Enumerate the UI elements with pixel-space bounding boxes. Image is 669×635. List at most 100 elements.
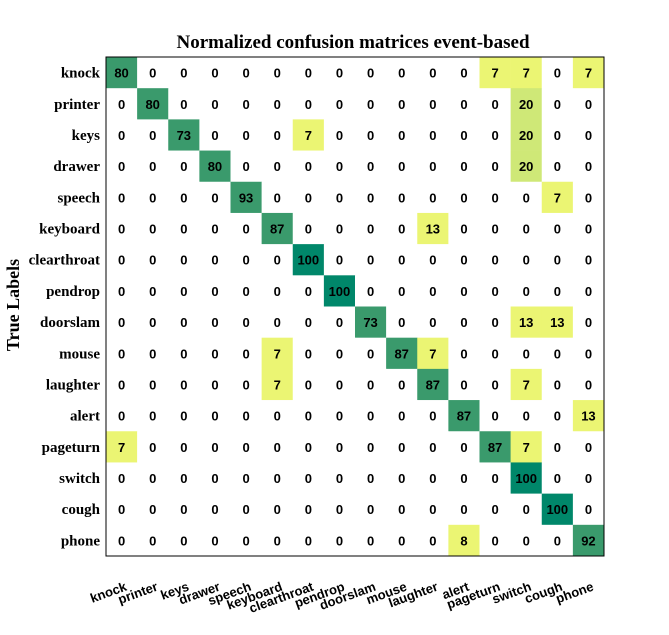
matrix-cell — [168, 462, 200, 494]
cell-value-label: 0 — [367, 440, 374, 455]
matrix-cell — [106, 431, 138, 463]
cell-value-label: 80 — [208, 159, 222, 174]
cell-value-label: 0 — [429, 315, 436, 330]
matrix-cell — [541, 493, 574, 526]
matrix-cell — [261, 57, 294, 89]
cell-value-label: 8 — [460, 533, 467, 548]
matrix-cell — [230, 119, 262, 151]
matrix-cell — [479, 431, 511, 463]
cell-value-label: 0 — [336, 159, 343, 174]
cell-value-label: 0 — [460, 377, 467, 392]
row-label: switch — [59, 471, 100, 487]
cell-value-label: 0 — [118, 409, 125, 424]
matrix-cell — [199, 524, 231, 557]
matrix-cell — [168, 212, 200, 245]
cell-value-label: 0 — [336, 66, 343, 81]
matrix-cell — [417, 181, 449, 214]
cell-value-label: 0 — [274, 66, 281, 81]
matrix-cell — [199, 462, 231, 494]
cell-value-label: 0 — [523, 284, 530, 299]
cell-value-label: 13 — [581, 409, 595, 424]
matrix-cell — [137, 368, 169, 401]
matrix-cell — [230, 244, 262, 276]
matrix-cell — [541, 524, 574, 557]
matrix-cell — [230, 493, 262, 526]
cell-value-label: 0 — [460, 502, 467, 517]
matrix-cell — [355, 524, 387, 557]
matrix-cell — [510, 368, 543, 401]
cell-value-label: 0 — [242, 253, 249, 268]
matrix-cell — [572, 524, 605, 557]
matrix-cell — [479, 88, 511, 120]
cell-value-label: 0 — [118, 222, 125, 237]
matrix-cell — [323, 57, 356, 89]
matrix-cell — [137, 337, 169, 370]
cell-value-label: 0 — [491, 159, 498, 174]
matrix-cell — [572, 306, 605, 338]
matrix-cell — [541, 337, 574, 370]
matrix-cell — [479, 212, 511, 245]
matrix-cell — [230, 368, 262, 401]
cell-value-label: 0 — [211, 284, 218, 299]
cell-value-label: 0 — [336, 471, 343, 486]
cell-value-label: 0 — [554, 440, 561, 455]
matrix-cell — [510, 57, 543, 89]
cell-value-label: 0 — [336, 128, 343, 143]
matrix-cell — [292, 212, 325, 245]
matrix-cell — [137, 493, 169, 526]
cell-value-label: 0 — [491, 284, 498, 299]
matrix-cell — [106, 212, 138, 245]
matrix-cell — [292, 493, 325, 526]
cell-value-label: 0 — [554, 409, 561, 424]
cell-value-label: 0 — [367, 284, 374, 299]
matrix-cell — [541, 212, 574, 245]
cell-value-label: 0 — [274, 533, 281, 548]
matrix-cell — [572, 275, 605, 307]
cell-value-label: 0 — [523, 502, 530, 517]
cell-value-label: 13 — [550, 315, 564, 330]
matrix-cell — [292, 337, 325, 370]
matrix-cell — [168, 88, 200, 120]
matrix-cell — [230, 57, 262, 89]
cell-value-label: 0 — [585, 190, 592, 205]
cell-value-label: 0 — [585, 97, 592, 112]
matrix-cell — [230, 462, 262, 494]
matrix-cell — [479, 462, 511, 494]
matrix-cell — [541, 88, 574, 120]
cell-value-label: 0 — [305, 346, 312, 361]
cell-value-label: 0 — [274, 315, 281, 330]
cell-value-label: 0 — [242, 97, 249, 112]
matrix-cell — [168, 306, 200, 338]
cell-value-label: 80 — [114, 66, 128, 81]
cell-value-label: 0 — [460, 128, 467, 143]
cell-value-label: 0 — [211, 346, 218, 361]
cell-value-label: 0 — [242, 346, 249, 361]
cell-value-label: 0 — [491, 533, 498, 548]
matrix-cell — [199, 275, 231, 307]
cell-value-label: 0 — [585, 253, 592, 268]
matrix-cell — [355, 400, 387, 432]
cell-value-label: 7 — [491, 66, 498, 81]
matrix-cell — [510, 88, 543, 120]
cell-value-label: 0 — [118, 284, 125, 299]
cell-value-label: 0 — [460, 346, 467, 361]
matrix-cell — [199, 493, 231, 526]
matrix-cell — [572, 462, 605, 494]
row-label: mouse — [59, 346, 100, 362]
matrix-cell — [261, 431, 294, 463]
cell-value-label: 7 — [554, 190, 561, 205]
matrix-cell — [261, 368, 294, 401]
cell-value-label: 0 — [554, 284, 561, 299]
cell-value-label: 0 — [305, 190, 312, 205]
matrix-cell — [106, 306, 138, 338]
cell-value-label: 0 — [274, 284, 281, 299]
matrix-cell — [137, 57, 169, 89]
cell-value-label: 0 — [554, 97, 561, 112]
matrix-cell — [323, 493, 356, 526]
matrix-cell — [261, 462, 294, 494]
cell-value-label: 0 — [367, 502, 374, 517]
matrix-cell — [510, 493, 543, 526]
cell-value-label: 0 — [149, 159, 156, 174]
cell-value-label: 0 — [554, 128, 561, 143]
cell-value-label: 0 — [211, 128, 218, 143]
